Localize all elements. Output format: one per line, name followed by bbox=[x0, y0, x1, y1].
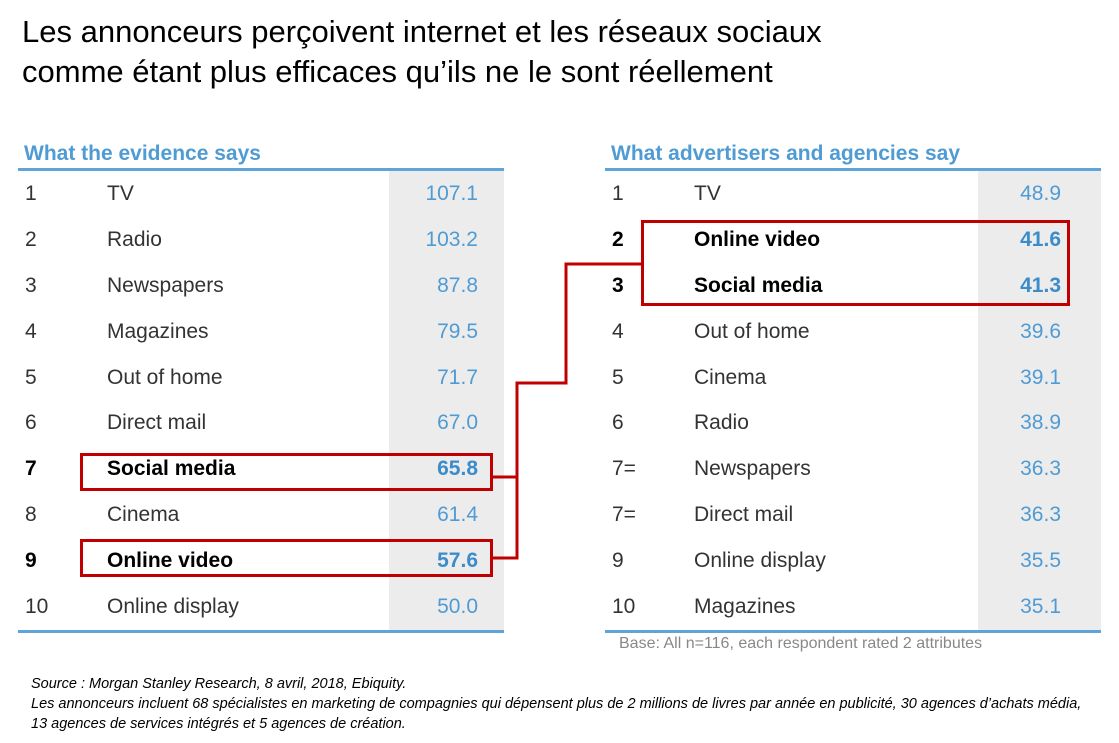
rank-cell: 10 bbox=[612, 595, 636, 619]
title-line-2: comme étant plus efficaces qu’ils ne le … bbox=[22, 54, 773, 89]
highlight-box-right-top-pair bbox=[641, 220, 1070, 306]
table-row: 7= Direct mail 36.3 bbox=[605, 492, 1101, 538]
table-row: 9 Online display 35.5 bbox=[605, 538, 1101, 584]
rank-cell: 1 bbox=[25, 182, 37, 205]
rank-cell: 7= bbox=[612, 457, 636, 481]
value-cell: 65.8 bbox=[437, 457, 478, 481]
media-cell: Online video bbox=[694, 227, 821, 251]
table-row: 5 Out of home 71.7 bbox=[18, 355, 504, 401]
media-cell: Online display bbox=[694, 549, 826, 573]
table-row: 3 Newspapers 87.8 bbox=[18, 263, 504, 309]
media-cell: Cinema bbox=[107, 503, 180, 527]
rank-cell: 2 bbox=[25, 227, 37, 251]
evidence-table: What the evidence says 1 TV 107.1 2 Radi… bbox=[18, 140, 504, 633]
value-cell: 79.5 bbox=[437, 319, 478, 343]
media-cell: Out of home bbox=[107, 365, 223, 389]
source-note: Source : Morgan Stanley Research, 8 avri… bbox=[31, 674, 1091, 734]
value-cell: 67.0 bbox=[437, 411, 478, 435]
value-cell: 35.1 bbox=[1020, 595, 1061, 619]
media-cell: Out of home bbox=[694, 319, 810, 343]
value-cell: 107.1 bbox=[425, 182, 478, 205]
value-cell: 71.7 bbox=[437, 365, 478, 389]
table-row-highlighted: 7 Social media 65.8 bbox=[18, 446, 504, 492]
evidence-table-heading: What the evidence says bbox=[18, 140, 504, 171]
advertisers-table-heading: What advertisers and agencies say bbox=[605, 140, 1101, 171]
table-row: 1 TV 107.1 bbox=[18, 171, 504, 217]
value-cell: 35.5 bbox=[1020, 549, 1061, 573]
value-cell: 38.9 bbox=[1020, 411, 1061, 435]
title-line-1: Les annonceurs perçoivent internet et le… bbox=[22, 14, 822, 49]
media-cell: Radio bbox=[694, 411, 749, 435]
table-row: 2 Radio 103.2 bbox=[18, 217, 504, 263]
value-cell: 41.6 bbox=[1020, 227, 1061, 251]
media-cell: Social media bbox=[107, 457, 236, 481]
table-row: 7= Newspapers 36.3 bbox=[605, 446, 1101, 492]
media-cell: Magazines bbox=[107, 319, 209, 343]
base-note: Base: All n=116, each respondent rated 2… bbox=[619, 634, 983, 652]
value-cell: 41.3 bbox=[1020, 273, 1061, 297]
rank-cell: 4 bbox=[25, 319, 37, 343]
rank-cell: 7= bbox=[612, 503, 636, 527]
rank-cell: 6 bbox=[25, 411, 37, 435]
table-row: 6 Radio 38.9 bbox=[605, 400, 1101, 446]
media-cell: Direct mail bbox=[694, 503, 794, 527]
table-row: 1 TV 48.9 bbox=[605, 171, 1101, 217]
evidence-table-bottom-rule bbox=[18, 629, 504, 633]
value-cell: 57.6 bbox=[437, 549, 478, 573]
rank-cell: 6 bbox=[612, 411, 624, 435]
advertisers-table: What advertisers and agencies say 1 TV 4… bbox=[605, 140, 1101, 653]
value-cell: 36.3 bbox=[1020, 457, 1061, 481]
rank-cell: 5 bbox=[612, 365, 624, 389]
rank-cell: 9 bbox=[612, 549, 624, 573]
table-row-highlighted: 2 Online video 41.6 bbox=[605, 217, 1101, 263]
value-cell: 87.8 bbox=[437, 273, 478, 297]
value-cell: 36.3 bbox=[1020, 503, 1061, 527]
media-cell: Social media bbox=[694, 273, 823, 297]
source-line-2: Les annonceurs incluent 68 spécialistes … bbox=[31, 696, 1082, 732]
value-column-shade bbox=[978, 171, 1101, 630]
evidence-table-rows: 1 TV 107.1 2 Radio 103.2 3 Newspapers 87… bbox=[18, 171, 504, 630]
table-row: 10 Magazines 35.1 bbox=[605, 584, 1101, 630]
media-cell: Online video bbox=[107, 549, 234, 573]
source-line-1: Source : Morgan Stanley Research, 8 avri… bbox=[31, 676, 407, 692]
media-cell: TV bbox=[694, 182, 721, 205]
media-cell: Online display bbox=[107, 595, 239, 619]
value-cell: 50.0 bbox=[437, 595, 478, 619]
advertisers-table-rows: 1 TV 48.9 2 Online video 41.6 3 Social m… bbox=[605, 171, 1101, 630]
rank-cell: 10 bbox=[25, 595, 49, 619]
table-row: 8 Cinema 61.4 bbox=[18, 492, 504, 538]
rank-cell: 4 bbox=[612, 319, 624, 343]
slide-title: Les annonceurs perçoivent internet et le… bbox=[22, 12, 1102, 92]
table-row: 5 Cinema 39.1 bbox=[605, 355, 1101, 401]
value-cell: 61.4 bbox=[437, 503, 478, 527]
media-cell: Radio bbox=[107, 227, 162, 251]
advertisers-table-bottom-rule bbox=[605, 629, 1101, 633]
rank-cell: 7 bbox=[25, 457, 37, 481]
rank-cell: 3 bbox=[25, 273, 37, 297]
rank-cell: 9 bbox=[25, 549, 37, 573]
table-row: 10 Online display 50.0 bbox=[18, 584, 504, 630]
value-column-shade bbox=[389, 171, 504, 630]
value-cell: 103.2 bbox=[425, 227, 478, 251]
media-cell: Cinema bbox=[694, 365, 767, 389]
rank-cell: 3 bbox=[612, 273, 624, 297]
rank-cell: 2 bbox=[612, 227, 624, 251]
highlight-box-social-media-left bbox=[80, 453, 493, 491]
value-cell: 48.9 bbox=[1020, 182, 1061, 205]
rank-cell: 5 bbox=[25, 365, 37, 389]
rank-cell: 1 bbox=[612, 182, 624, 205]
highlight-box-online-video-left bbox=[80, 539, 493, 577]
rank-cell: 8 bbox=[25, 503, 37, 527]
media-cell: Magazines bbox=[694, 595, 796, 619]
media-cell: Direct mail bbox=[107, 411, 207, 435]
table-row: 6 Direct mail 67.0 bbox=[18, 400, 504, 446]
media-cell: TV bbox=[107, 182, 134, 205]
table-row: 4 Out of home 39.6 bbox=[605, 309, 1101, 355]
media-cell: Newspapers bbox=[694, 457, 811, 481]
table-row: 4 Magazines 79.5 bbox=[18, 309, 504, 355]
table-row-highlighted: 9 Online video 57.6 bbox=[18, 538, 504, 584]
media-cell: Newspapers bbox=[107, 273, 224, 297]
value-cell: 39.1 bbox=[1020, 365, 1061, 389]
value-cell: 39.6 bbox=[1020, 319, 1061, 343]
